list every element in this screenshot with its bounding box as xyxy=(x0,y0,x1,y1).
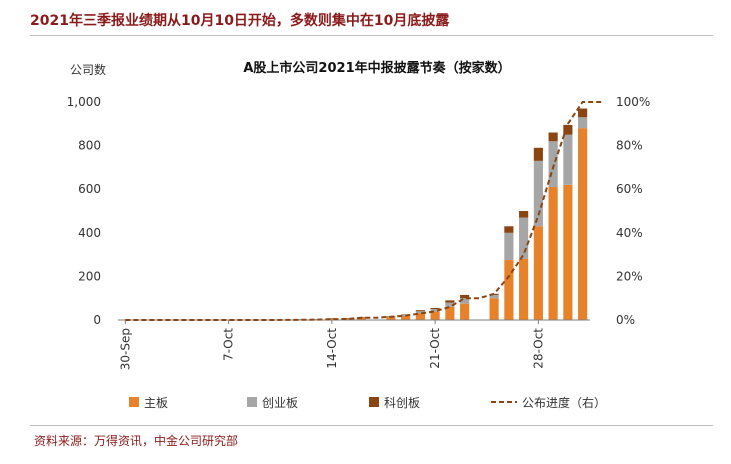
y-tick-label: 200 xyxy=(78,269,101,283)
bar-chinext-22 xyxy=(445,302,455,307)
legend-label-progress: 公布进度（右） xyxy=(522,395,606,410)
bar-main-26 xyxy=(504,260,514,320)
y2-tick-label: 100% xyxy=(616,95,650,109)
top-divider xyxy=(30,35,713,36)
bar-star-14 xyxy=(327,318,337,319)
bar-main-22 xyxy=(445,306,455,320)
bar-chinext-30 xyxy=(563,134,573,185)
bar-chinext-20 xyxy=(415,311,425,314)
x-tick-label: 30-Sep xyxy=(118,328,132,370)
bar-main-20 xyxy=(415,313,425,320)
bar-main-14 xyxy=(327,318,337,320)
bar-chinext-26 xyxy=(504,232,514,261)
bar-star-20 xyxy=(415,310,425,312)
x-tick-label: 21-Oct xyxy=(428,328,442,369)
y-tick-label: 400 xyxy=(78,226,101,240)
y2-tick-label: 80% xyxy=(616,139,643,153)
bar-main-30 xyxy=(563,184,573,320)
x-tick-label: 28-Oct xyxy=(531,328,545,369)
bar-star-27 xyxy=(519,211,529,218)
bar-star-28 xyxy=(533,147,543,161)
chart-title: A股上市公司2021年中报披露节奏（按家数） xyxy=(243,60,510,76)
legend-swatch-main xyxy=(129,397,139,407)
progress-line xyxy=(125,101,604,321)
legend-swatch-chinext xyxy=(247,397,257,407)
y2-tick-label: 60% xyxy=(616,182,643,196)
bar-main-29 xyxy=(548,187,558,320)
bar-star-15 xyxy=(342,318,352,319)
y-tick-label: 1,000 xyxy=(67,95,101,109)
y-axis-label: 公司数 xyxy=(70,62,106,77)
legend-label-main: 主板 xyxy=(144,396,168,410)
bar-chinext-31 xyxy=(578,117,588,129)
y2-tick-label: 0% xyxy=(616,313,635,327)
bar-chinext-28 xyxy=(533,160,543,227)
y-tick-label: 800 xyxy=(78,139,101,153)
bottom-divider xyxy=(30,425,713,426)
y2-tick-label: 40% xyxy=(616,226,643,240)
bar-main-19 xyxy=(401,316,411,320)
bar-chinext-25 xyxy=(489,294,499,299)
x-tick-label: 14-Oct xyxy=(325,328,339,369)
bar-chinext-27 xyxy=(519,217,529,259)
legend-swatch-star xyxy=(369,397,379,407)
bar-star-30 xyxy=(563,124,573,135)
bar-star-29 xyxy=(548,132,558,142)
bar-star-21 xyxy=(430,308,440,310)
bar-star-23 xyxy=(460,294,470,299)
bar-main-15 xyxy=(342,318,352,320)
bar-star-22 xyxy=(445,300,455,303)
bar-main-18 xyxy=(386,317,396,320)
bar-main-25 xyxy=(489,298,499,320)
bar-chinext-23 xyxy=(460,298,470,304)
bar-main-21 xyxy=(430,311,440,320)
source-note: 资料来源：万得资讯，中金公司研究部 xyxy=(34,434,239,448)
bar-star-19 xyxy=(401,314,411,315)
bar-star-31 xyxy=(578,108,588,118)
legend-label-star: 科创板 xyxy=(384,396,420,410)
bar-star-26 xyxy=(504,226,514,233)
bar-chinext-29 xyxy=(548,141,558,188)
bar-main-23 xyxy=(460,303,470,320)
y-tick-label: 600 xyxy=(78,182,101,196)
headline: 2021年三季报业绩期从10月10日开始，多数则集中在10月底披露 xyxy=(30,13,450,29)
bar-chinext-13 xyxy=(312,318,322,320)
bar-main-31 xyxy=(578,128,588,320)
x-tick-label: 7-Oct xyxy=(222,328,236,361)
bar-chinext-21 xyxy=(430,309,440,312)
legend-label-chinext: 创业板 xyxy=(262,396,298,410)
bar-main-16 xyxy=(356,317,366,320)
y2-tick-label: 20% xyxy=(616,269,643,283)
bar-main-27 xyxy=(519,258,529,320)
bar-main-28 xyxy=(533,226,543,320)
y-tick-label: 0 xyxy=(93,313,101,327)
